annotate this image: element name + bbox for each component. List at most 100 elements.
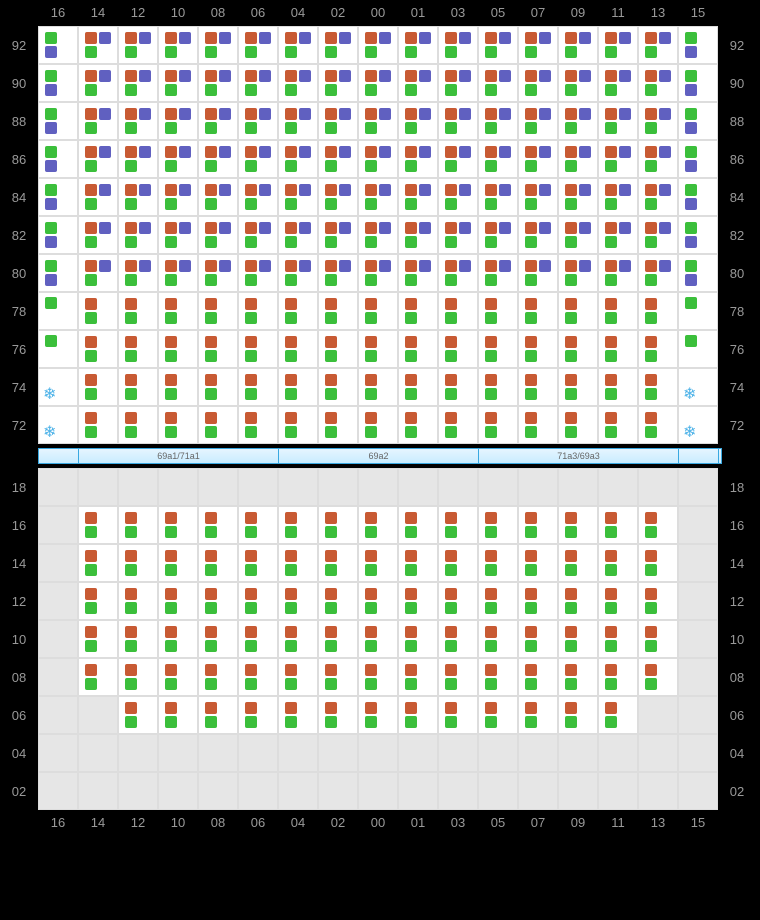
rack-cell[interactable] <box>158 292 198 330</box>
rack-cell[interactable] <box>438 102 478 140</box>
rack-cell[interactable] <box>598 368 638 406</box>
rack-cell[interactable] <box>38 772 78 810</box>
rack-cell[interactable] <box>78 468 118 506</box>
rack-cell[interactable] <box>118 544 158 582</box>
rack-cell[interactable] <box>358 544 398 582</box>
rack-cell[interactable] <box>398 216 438 254</box>
rack-cell[interactable] <box>398 506 438 544</box>
rack-cell[interactable] <box>438 406 478 444</box>
rack-cell[interactable] <box>518 696 558 734</box>
rack-cell[interactable] <box>438 772 478 810</box>
rack-cell[interactable] <box>38 544 78 582</box>
rack-cell[interactable] <box>198 696 238 734</box>
rack-cell[interactable] <box>558 330 598 368</box>
rack-cell[interactable] <box>278 544 318 582</box>
rack-cell[interactable] <box>558 26 598 64</box>
rack-cell[interactable] <box>238 140 278 178</box>
rack-cell[interactable] <box>478 468 518 506</box>
rack-cell[interactable] <box>438 658 478 696</box>
rack-cell[interactable] <box>478 64 518 102</box>
rack-cell[interactable] <box>238 468 278 506</box>
rack-cell[interactable] <box>558 140 598 178</box>
rack-cell[interactable] <box>478 292 518 330</box>
rack-cell[interactable] <box>78 368 118 406</box>
rack-cell[interactable] <box>598 102 638 140</box>
rack-cell[interactable] <box>118 772 158 810</box>
rack-cell[interactable] <box>438 178 478 216</box>
rack-cell[interactable] <box>398 140 438 178</box>
rack-cell[interactable] <box>518 772 558 810</box>
rack-cell[interactable] <box>318 330 358 368</box>
rack-cell[interactable] <box>158 620 198 658</box>
rack-cell[interactable] <box>118 292 158 330</box>
rack-cell[interactable] <box>558 658 598 696</box>
rack-cell[interactable] <box>78 26 118 64</box>
rack-cell[interactable] <box>598 64 638 102</box>
rack-cell[interactable] <box>278 330 318 368</box>
rack-cell[interactable] <box>638 26 678 64</box>
rack-cell[interactable] <box>238 696 278 734</box>
rack-cell[interactable] <box>638 620 678 658</box>
rack-cell[interactable] <box>238 368 278 406</box>
rack-cell[interactable] <box>558 620 598 658</box>
rack-cell[interactable] <box>318 64 358 102</box>
rack-cell[interactable] <box>478 26 518 64</box>
rack-cell[interactable] <box>38 582 78 620</box>
rack-cell[interactable] <box>438 582 478 620</box>
rack-cell[interactable] <box>318 772 358 810</box>
rack-cell[interactable] <box>398 102 438 140</box>
rack-cell[interactable] <box>158 216 198 254</box>
divider-segment[interactable] <box>39 449 79 463</box>
rack-cell[interactable] <box>318 658 358 696</box>
rack-cell[interactable] <box>198 330 238 368</box>
rack-cell[interactable] <box>358 178 398 216</box>
divider-segment[interactable]: 69a1/71a1 <box>79 449 279 463</box>
rack-cell[interactable] <box>638 696 678 734</box>
rack-cell[interactable] <box>438 140 478 178</box>
rack-cell[interactable] <box>318 544 358 582</box>
rack-cell[interactable] <box>198 658 238 696</box>
rack-cell[interactable] <box>598 506 638 544</box>
rack-cell[interactable] <box>238 292 278 330</box>
rack-cell[interactable] <box>238 254 278 292</box>
rack-cell[interactable] <box>78 772 118 810</box>
rack-cell[interactable] <box>638 178 678 216</box>
rack-cell[interactable] <box>78 330 118 368</box>
rack-cell[interactable] <box>38 26 78 64</box>
rack-cell[interactable] <box>38 506 78 544</box>
rack-cell[interactable] <box>278 254 318 292</box>
rack-cell[interactable] <box>558 368 598 406</box>
rack-cell[interactable] <box>118 178 158 216</box>
rack-cell[interactable] <box>438 64 478 102</box>
rack-cell[interactable] <box>198 64 238 102</box>
rack-cell[interactable] <box>678 178 718 216</box>
rack-cell[interactable] <box>158 140 198 178</box>
rack-cell[interactable] <box>558 292 598 330</box>
rack-cell[interactable] <box>398 26 438 64</box>
rack-cell[interactable] <box>358 468 398 506</box>
rack-cell[interactable] <box>238 772 278 810</box>
rack-cell[interactable] <box>638 64 678 102</box>
rack-cell[interactable] <box>358 368 398 406</box>
rack-cell[interactable] <box>238 330 278 368</box>
rack-cell[interactable] <box>318 140 358 178</box>
rack-cell[interactable] <box>318 292 358 330</box>
rack-cell[interactable] <box>478 178 518 216</box>
rack-cell[interactable] <box>78 178 118 216</box>
rack-cell[interactable] <box>198 26 238 64</box>
rack-cell[interactable] <box>478 254 518 292</box>
rack-cell[interactable] <box>598 696 638 734</box>
rack-cell[interactable] <box>518 468 558 506</box>
rack-cell[interactable] <box>158 368 198 406</box>
rack-cell[interactable] <box>358 64 398 102</box>
rack-cell[interactable] <box>278 734 318 772</box>
rack-cell[interactable]: ❄ <box>38 368 78 406</box>
rack-cell[interactable] <box>158 178 198 216</box>
rack-cell[interactable] <box>278 696 318 734</box>
rack-cell[interactable] <box>198 582 238 620</box>
rack-cell[interactable] <box>558 254 598 292</box>
rack-cell[interactable] <box>238 216 278 254</box>
rack-cell[interactable]: ❄ <box>678 406 718 444</box>
rack-cell[interactable] <box>518 178 558 216</box>
rack-cell[interactable] <box>438 468 478 506</box>
